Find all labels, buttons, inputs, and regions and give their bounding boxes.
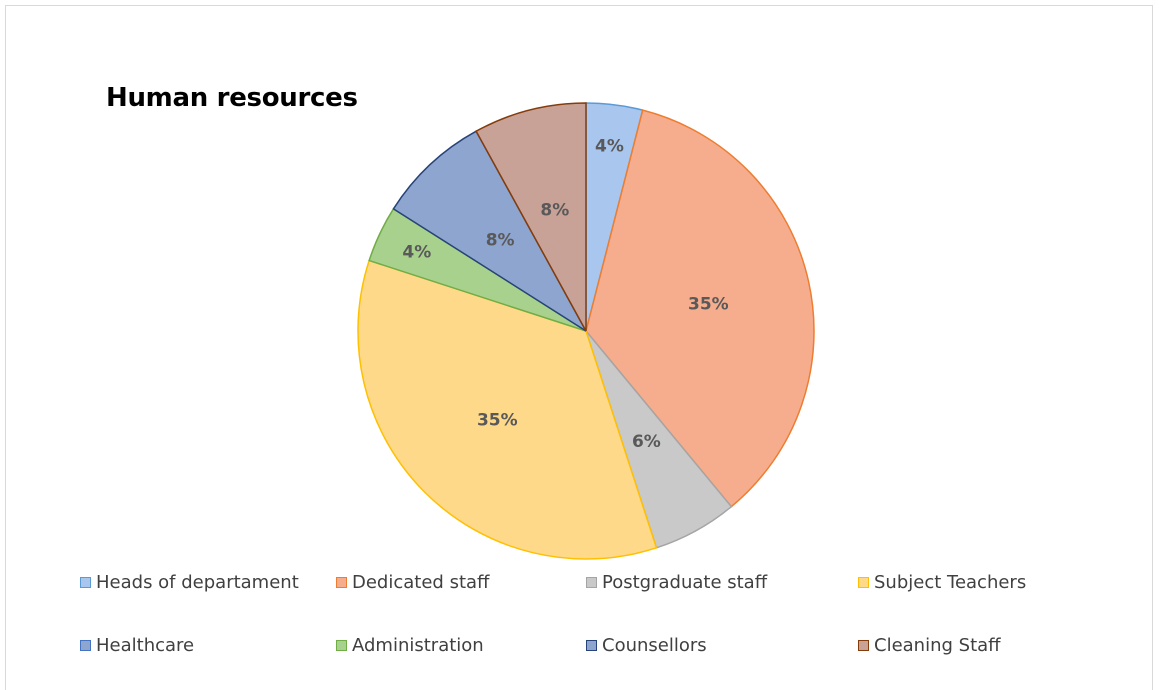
legend-label: Counsellors: [602, 635, 707, 656]
data-label: 8%: [486, 231, 515, 251]
pie-slice-dedicated-staff[interactable]: [585, 109, 815, 508]
legend-swatch: [586, 640, 597, 651]
data-label: 35%: [477, 411, 518, 431]
legend-swatch: [858, 640, 869, 651]
legend-label: Postgraduate staff: [602, 572, 768, 593]
pie-slices: [357, 102, 815, 560]
legend-swatch: [586, 577, 597, 588]
legend-label: Healthcare: [96, 635, 195, 656]
legend-item[interactable]: Subject Teachers: [858, 572, 1026, 593]
legend-item[interactable]: Administration: [336, 635, 484, 656]
legend-item[interactable]: Healthcare: [80, 635, 194, 656]
legend-swatch: [80, 640, 91, 651]
chart-title: Human resources: [106, 83, 358, 113]
legend-item[interactable]: Postgraduate staff: [586, 572, 767, 593]
pie-slice-cleaning-staff[interactable]: [475, 102, 587, 332]
legend-label: Dedicated staff: [352, 572, 490, 593]
legend-swatch: [336, 640, 347, 651]
legend-item[interactable]: Cleaning Staff: [858, 635, 1001, 656]
legend-item[interactable]: Dedicated staff: [336, 572, 489, 593]
pie-slice-counsellors[interactable]: [392, 130, 587, 332]
legend-swatch: [80, 577, 91, 588]
legend-swatch: [858, 577, 869, 588]
legend-label: Subject Teachers: [874, 572, 1027, 593]
pie-data-labels: 4% 35% 6% 35% 4% 8% 8%: [402, 137, 728, 452]
legend-item[interactable]: Counsellors: [586, 635, 707, 656]
pie-slice-subject-teachers[interactable]: [357, 259, 658, 560]
data-label: 8%: [540, 201, 569, 221]
legend-item[interactable]: Heads of departament: [80, 572, 299, 593]
legend-label: Heads of departament: [96, 572, 299, 593]
legend-swatch: [336, 577, 347, 588]
data-label: 4%: [402, 242, 431, 262]
data-label: 35%: [688, 295, 729, 315]
data-label: 6%: [632, 432, 661, 452]
legend-label: Cleaning Staff: [874, 635, 1001, 656]
data-label: 4%: [595, 137, 624, 157]
legend-label: Administration: [352, 635, 484, 656]
